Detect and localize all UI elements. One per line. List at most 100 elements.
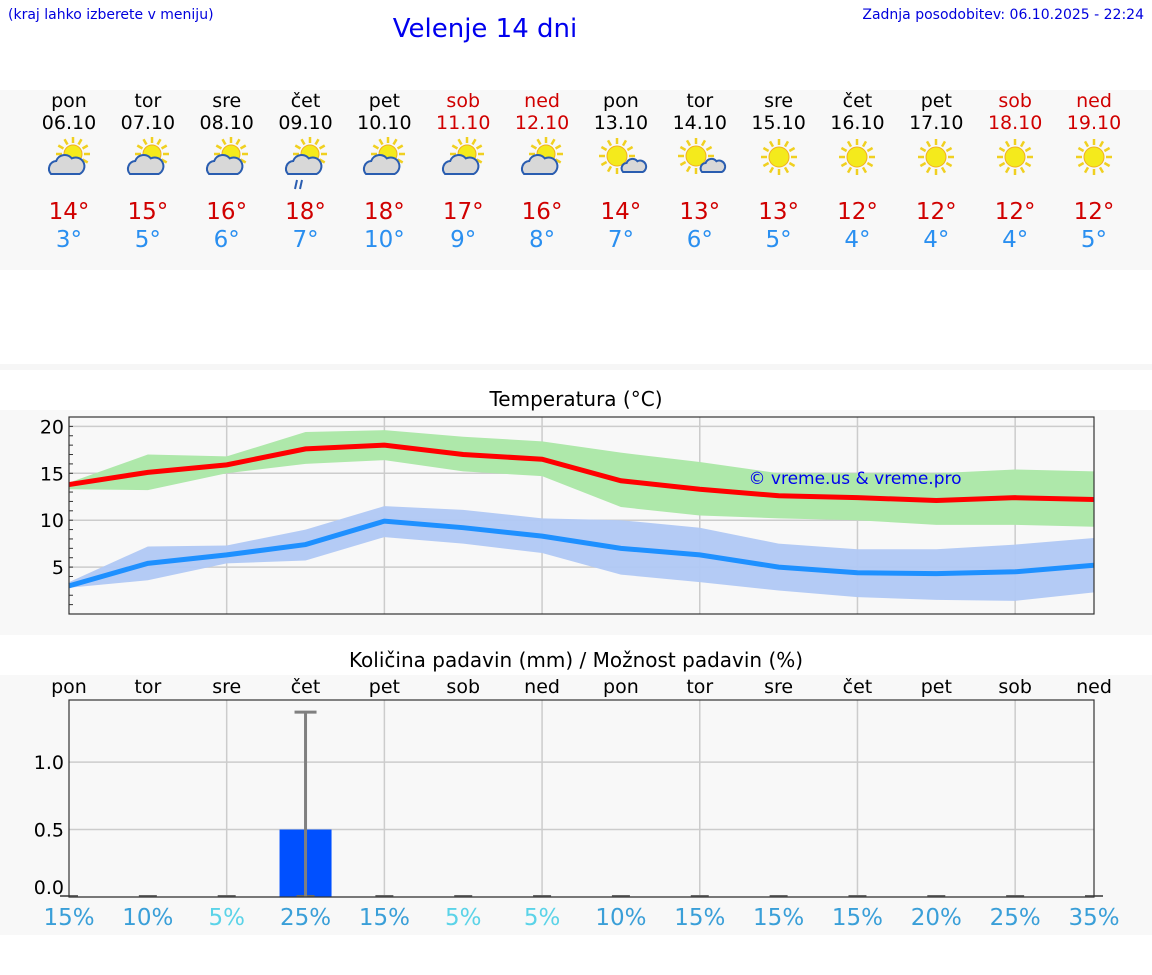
y-tick-label: 10 — [40, 510, 64, 532]
min-temp: 5° — [1080, 227, 1108, 253]
min-temp: 6° — [213, 227, 240, 253]
sun-icon — [896, 136, 976, 182]
min-temp: 5° — [765, 227, 792, 253]
precip-probability: 15% — [831, 905, 884, 931]
day-date: 15.10 — [751, 112, 806, 134]
min-temp: 4° — [844, 227, 871, 253]
max-temp: 13° — [758, 199, 799, 225]
min-temp: 5° — [134, 227, 161, 253]
location-hint: (kraj lahko izberete v meniju) — [8, 7, 214, 23]
day-name: pet — [920, 90, 952, 112]
max-temp: 14° — [48, 199, 90, 225]
min-temp: 4° — [923, 227, 950, 253]
precip-day-label: tor — [686, 676, 714, 698]
precip-probability: 35% — [1068, 905, 1120, 931]
partly-cloudy-icon — [502, 136, 582, 182]
precip-day-label: tor — [134, 676, 162, 698]
max-temp: 17° — [442, 199, 484, 225]
min-temp-range-band — [69, 506, 1094, 601]
day-date: 19.10 — [1066, 112, 1122, 134]
sun-small-cloud-icon — [581, 136, 661, 182]
precip-day-label: sre — [764, 676, 794, 698]
precip-day-label: čet — [290, 676, 321, 698]
page-title: Velenje 14 dni — [392, 14, 578, 44]
partly-cloudy-icon — [108, 136, 188, 182]
max-temp: 12° — [915, 199, 957, 225]
precip-day-label: pet — [920, 676, 952, 698]
precip-probability: 15% — [674, 905, 726, 931]
day-date: 12.10 — [514, 112, 570, 134]
partly-cloudy-rain-icon — [266, 136, 346, 190]
day-name: tor — [134, 90, 162, 112]
day-name: pet — [368, 90, 400, 112]
day-name: pon — [51, 90, 87, 112]
precip-probability: 5% — [523, 905, 561, 931]
partly-cloudy-icon — [187, 136, 267, 182]
y-tick-label: 15 — [40, 463, 64, 485]
precipitation-chart: 0.0 0.5 1.0 — [34, 699, 1103, 899]
max-temp: 16° — [206, 199, 248, 225]
day-name: čet — [842, 90, 873, 112]
precip-probability: 10% — [122, 905, 174, 931]
precipitation-chart-title: Količina padavin (mm) / Možnost padavin … — [348, 648, 804, 672]
max-temp-range-band — [69, 430, 1094, 527]
day-date: 18.10 — [987, 112, 1043, 134]
min-temp: 3° — [55, 227, 83, 253]
sun-small-cloud-icon — [660, 136, 740, 182]
precip-day-label: čet — [842, 676, 873, 698]
precip-probability: 15% — [358, 905, 410, 931]
day-date: 13.10 — [593, 112, 649, 134]
precip-probability: 25% — [279, 905, 332, 931]
precip-probability: 5% — [444, 905, 482, 931]
sun-icon — [817, 136, 897, 182]
precip-probability: 20% — [910, 905, 962, 931]
max-temp: 18° — [363, 199, 405, 225]
day-name: sre — [212, 90, 242, 112]
max-temp: 14° — [600, 199, 642, 225]
min-temp: 7° — [292, 227, 319, 253]
max-temp: 18° — [285, 199, 326, 225]
precip-day-label: sob — [446, 676, 481, 698]
day-date: 17.10 — [909, 112, 964, 134]
y-tick-label: 0.0 — [34, 877, 64, 899]
day-name: ned — [524, 90, 560, 112]
day-name: tor — [686, 90, 714, 112]
precip-probability: 15% — [753, 905, 805, 931]
partly-cloudy-icon — [344, 136, 424, 182]
day-name: čet — [290, 90, 321, 112]
precip-probability: 5% — [208, 905, 245, 931]
max-temp: 13° — [679, 199, 721, 225]
day-date: 11.10 — [436, 112, 491, 134]
min-temp: 4° — [1002, 227, 1029, 253]
sun-icon — [739, 136, 819, 182]
y-tick-label: 20 — [40, 416, 64, 438]
min-temp: 8° — [528, 227, 556, 253]
sun-icon — [975, 136, 1055, 182]
y-tick-label: 1.0 — [34, 752, 64, 774]
max-temp: 12° — [994, 199, 1036, 225]
precip-day-label: pon — [603, 676, 639, 698]
precip-day-label: sob — [998, 676, 1032, 698]
min-temp: 9° — [450, 227, 477, 253]
partly-cloudy-icon — [29, 136, 109, 182]
precip-day-label: sre — [212, 676, 242, 698]
temperature-chart-title: Temperatura (°C) — [489, 387, 663, 411]
day-name: sob — [446, 90, 481, 112]
day-name: pon — [603, 90, 639, 112]
temperature-chart: 5 10 15 20 © vreme.us & vreme.pro — [40, 416, 1095, 615]
max-temp: 12° — [1073, 199, 1115, 225]
max-temp: 16° — [521, 199, 563, 225]
day-name: sre — [764, 90, 794, 112]
watermark: © vreme.us & vreme.pro — [748, 469, 961, 489]
divider — [0, 364, 1152, 370]
sun-icon — [1054, 136, 1134, 182]
precip-probability: 10% — [595, 905, 647, 931]
precip-day-label: pet — [368, 676, 400, 698]
max-temp: 12° — [837, 199, 878, 225]
forecast-band — [0, 90, 1152, 270]
max-temp-line — [68, 442, 1095, 503]
plot-area — [69, 700, 1094, 897]
day-date: 16.10 — [830, 112, 885, 134]
day-date: 06.10 — [41, 112, 97, 134]
day-date: 09.10 — [278, 112, 333, 134]
